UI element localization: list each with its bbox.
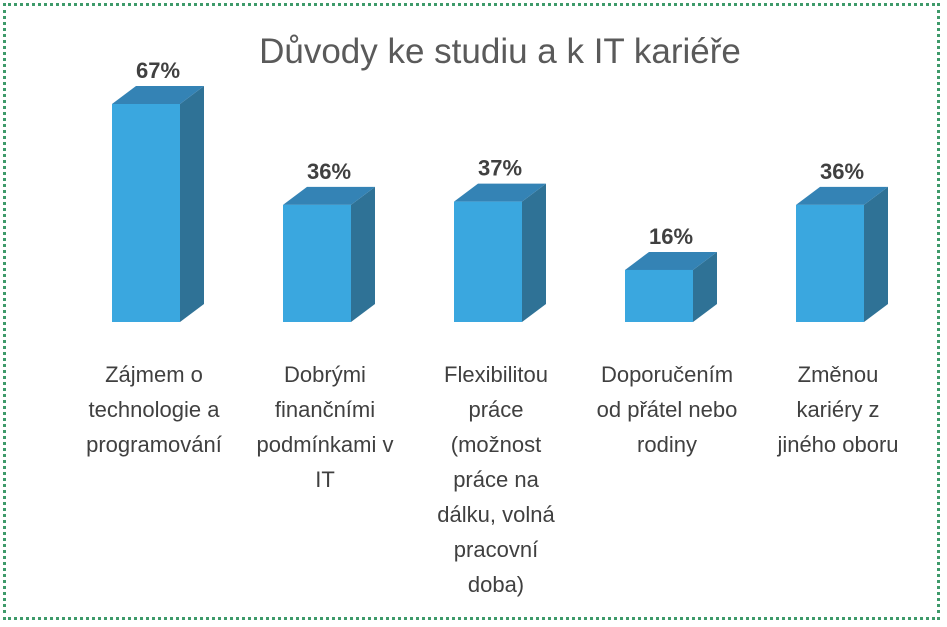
- data-label: 37%: [478, 156, 522, 181]
- bar-top: [112, 86, 204, 104]
- data-label: 67%: [136, 58, 180, 83]
- category-label: Změnou kariéry z jiného oboru: [776, 362, 898, 457]
- data-label: 36%: [820, 159, 864, 184]
- data-label: 16%: [649, 224, 693, 249]
- category-label-line: dálku, volná: [437, 502, 555, 527]
- category-label-line: Flexibilitou: [444, 362, 548, 387]
- category-label: Doporučením od přátel nebo rodiny: [597, 362, 738, 457]
- category-label-line: (možnost: [451, 432, 541, 457]
- category-label: Zájmem o technologie a programování: [86, 362, 222, 457]
- value-labels-group: 67% 36% 37% 16% 36%: [136, 58, 864, 249]
- bar-front: [625, 269, 693, 322]
- category-label-line: Změnou: [798, 362, 879, 387]
- category-label-line: technologie a: [89, 397, 221, 422]
- bar-side: [522, 183, 546, 322]
- category-label-line: kariéry z: [796, 397, 879, 422]
- bar-top: [454, 183, 546, 202]
- bar: [283, 186, 375, 322]
- bars-group: [112, 86, 888, 322]
- category-label-line: od přátel nebo: [597, 397, 738, 422]
- category-label-line: Dobrými: [284, 362, 366, 387]
- bar-front: [454, 201, 522, 322]
- data-label: 36%: [307, 159, 351, 184]
- bar: [454, 183, 546, 322]
- category-label-line: rodiny: [637, 432, 697, 457]
- category-label-line: jiného oboru: [776, 432, 898, 457]
- bar-side: [693, 251, 717, 322]
- bar: [796, 186, 888, 322]
- bar-side: [180, 86, 204, 322]
- category-label-line: práce na: [453, 467, 539, 492]
- chart-frame: [3, 3, 940, 620]
- category-label-line: IT: [315, 467, 335, 492]
- category-label-line: Doporučením: [601, 362, 733, 387]
- category-labels-group: Zájmem o technologie a programování Dobrými…: [86, 362, 898, 597]
- bar: [625, 251, 717, 322]
- bar-side: [351, 186, 375, 322]
- bar-front: [112, 104, 180, 322]
- bar-side: [864, 186, 888, 322]
- bar-top: [625, 251, 717, 270]
- category-label-line: práce: [468, 397, 523, 422]
- chart-title: Důvody ke studiu a k IT kariéře: [259, 32, 741, 71]
- category-label-line: Zájmem o: [105, 362, 203, 387]
- category-label: Dobrými finančními podmínkami v IT: [257, 362, 394, 492]
- category-label-line: programování: [86, 432, 222, 457]
- bar-front: [796, 204, 864, 322]
- category-label-line: finančními: [275, 397, 375, 422]
- bar-top: [796, 186, 888, 205]
- bar-top: [283, 186, 375, 205]
- category-label-line: podmínkami v: [257, 432, 394, 457]
- category-label-line: pracovní: [454, 537, 538, 562]
- category-label-line: doba): [468, 572, 524, 597]
- bar: [112, 86, 204, 322]
- category-label: Flexibilitou práce (možnost práce na dálku, …: [437, 362, 555, 597]
- bar-front: [283, 204, 351, 322]
